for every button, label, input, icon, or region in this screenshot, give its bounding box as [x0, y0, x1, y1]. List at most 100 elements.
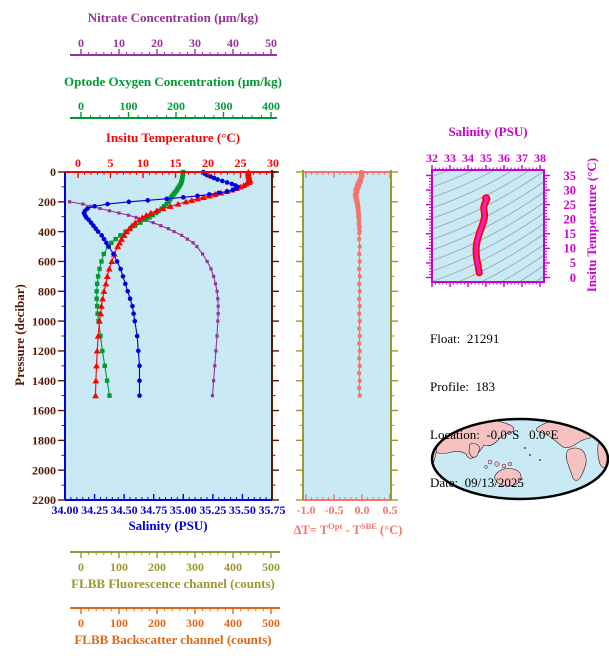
svg-text:34.25: 34.25: [81, 503, 108, 517]
ts-curve: [472, 194, 491, 277]
svg-text:1200: 1200: [32, 344, 56, 358]
info-profile: Profile: 183: [430, 379, 495, 394]
ts-temperature-axis-title: Insitu Temperature (°C): [584, 157, 599, 293]
delta-t-plot: -1.0 -0.5 0.0 0.5: [296, 170, 398, 517]
salinity-axis-title: Salinity (PSU): [128, 518, 208, 533]
svg-text:300: 300: [186, 560, 204, 574]
svg-text:10: 10: [113, 36, 125, 50]
isopycnal-contours: [432, 170, 544, 282]
svg-text:32: 32: [426, 151, 438, 165]
flbb-backscatter-axis-title: FLBB Backscatter channel (counts): [74, 632, 272, 647]
svg-text:1600: 1600: [32, 404, 56, 418]
svg-text:100: 100: [120, 99, 138, 113]
svg-text:35: 35: [564, 169, 577, 183]
svg-text:5: 5: [570, 256, 576, 270]
svg-text:0: 0: [75, 156, 81, 170]
svg-text:30: 30: [189, 36, 201, 50]
svg-text:0: 0: [78, 99, 84, 113]
delta-t-title-part: ΔT= T: [293, 523, 329, 538]
info-location: Location: -0.0°S 0.0°E: [430, 427, 559, 442]
delta-t-axis-title: ΔT= TOpt - TSBE (°C): [291, 519, 405, 537]
svg-text:34.00: 34.00: [52, 503, 79, 517]
svg-text:400: 400: [224, 616, 242, 630]
svg-text:500: 500: [262, 616, 280, 630]
svg-text:0: 0: [50, 165, 56, 179]
svg-text:20: 20: [564, 213, 577, 227]
svg-text:800: 800: [38, 284, 56, 298]
svg-text:15: 15: [170, 156, 182, 170]
svg-text:35: 35: [480, 151, 492, 165]
svg-text:2000: 2000: [32, 463, 56, 477]
svg-text:0: 0: [78, 560, 84, 574]
main-profile-series: [68, 169, 254, 399]
svg-text:100: 100: [110, 560, 128, 574]
svg-text:500: 500: [262, 560, 280, 574]
svg-text:100: 100: [110, 616, 128, 630]
float-info-block: Float: 21291 Profile: 183 Location: -0.0…: [430, 299, 558, 523]
svg-text:200: 200: [148, 560, 166, 574]
svg-text:34.50: 34.50: [111, 503, 138, 517]
flbb-backscatter-axis: 0 100 200 300 400 500: [70, 607, 280, 630]
svg-text:200: 200: [148, 616, 166, 630]
svg-text:1400: 1400: [32, 374, 56, 388]
svg-text:0: 0: [78, 616, 84, 630]
svg-text:33: 33: [444, 151, 456, 165]
svg-text:1000: 1000: [32, 314, 56, 328]
delta-t-title-part: (°C): [376, 523, 403, 538]
svg-text:0.0: 0.0: [355, 503, 370, 517]
ts-salinity-axis-title: Salinity (PSU): [448, 124, 528, 139]
svg-text:0: 0: [78, 36, 84, 50]
svg-text:200: 200: [38, 195, 56, 209]
delta-t-title-part: - T: [342, 523, 361, 538]
svg-text:400: 400: [262, 99, 280, 113]
svg-text:25: 25: [564, 198, 577, 212]
svg-text:25: 25: [235, 156, 247, 170]
svg-text:200: 200: [167, 99, 185, 113]
svg-text:35.75: 35.75: [258, 503, 285, 517]
svg-text:30: 30: [564, 183, 577, 197]
svg-text:400: 400: [38, 225, 56, 239]
delta-t-series: [352, 170, 365, 398]
delta-t-sup-sbe: SBE: [360, 521, 377, 531]
nitrate-axis-title: Nitrate Concentration (μm/kg): [87, 10, 259, 25]
svg-text:37: 37: [516, 151, 528, 165]
delta-t-sup-opt: Opt: [328, 521, 343, 531]
svg-text:300: 300: [186, 616, 204, 630]
svg-text:35.50: 35.50: [229, 503, 256, 517]
temperature-axis-title: Insitu Temperature (°C): [105, 130, 241, 145]
svg-text:35.00: 35.00: [170, 503, 197, 517]
svg-text:0: 0: [570, 271, 576, 285]
svg-text:50: 50: [265, 36, 277, 50]
svg-text:30: 30: [267, 156, 279, 170]
pressure-axis-title: Pressure (decibar): [12, 284, 27, 386]
svg-text:10: 10: [564, 242, 577, 256]
svg-text:34: 34: [462, 151, 474, 165]
svg-text:35.25: 35.25: [199, 503, 226, 517]
world-map: [430, 417, 609, 501]
nitrate-axis: 0 10 20 30 40 50: [70, 36, 277, 56]
oxygen-axis: 0 100 200 300 400: [70, 99, 280, 119]
svg-text:400: 400: [224, 560, 242, 574]
svg-text:-0.5: -0.5: [325, 503, 344, 517]
svg-text:5: 5: [108, 156, 114, 170]
svg-text:34.75: 34.75: [140, 503, 167, 517]
flbb-fluorescence-axis: 0 100 200 300 400 500: [70, 551, 280, 574]
info-date: Date: 09/13/2025: [430, 475, 524, 490]
svg-text:2200: 2200: [32, 493, 56, 507]
svg-text:38: 38: [534, 151, 546, 165]
svg-text:15: 15: [564, 227, 577, 241]
svg-text:1800: 1800: [32, 434, 56, 448]
svg-text:20: 20: [151, 36, 163, 50]
svg-text:40: 40: [227, 36, 239, 50]
svg-text:0.5: 0.5: [383, 503, 398, 517]
svg-text:600: 600: [38, 255, 56, 269]
info-float: Float: 21291: [430, 331, 500, 346]
svg-text:-1.0: -1.0: [297, 503, 316, 517]
svg-text:36: 36: [498, 151, 510, 165]
flbb-fluorescence-axis-title: FLBB Fluorescence channel (counts): [71, 576, 275, 591]
svg-text:20: 20: [202, 156, 214, 170]
